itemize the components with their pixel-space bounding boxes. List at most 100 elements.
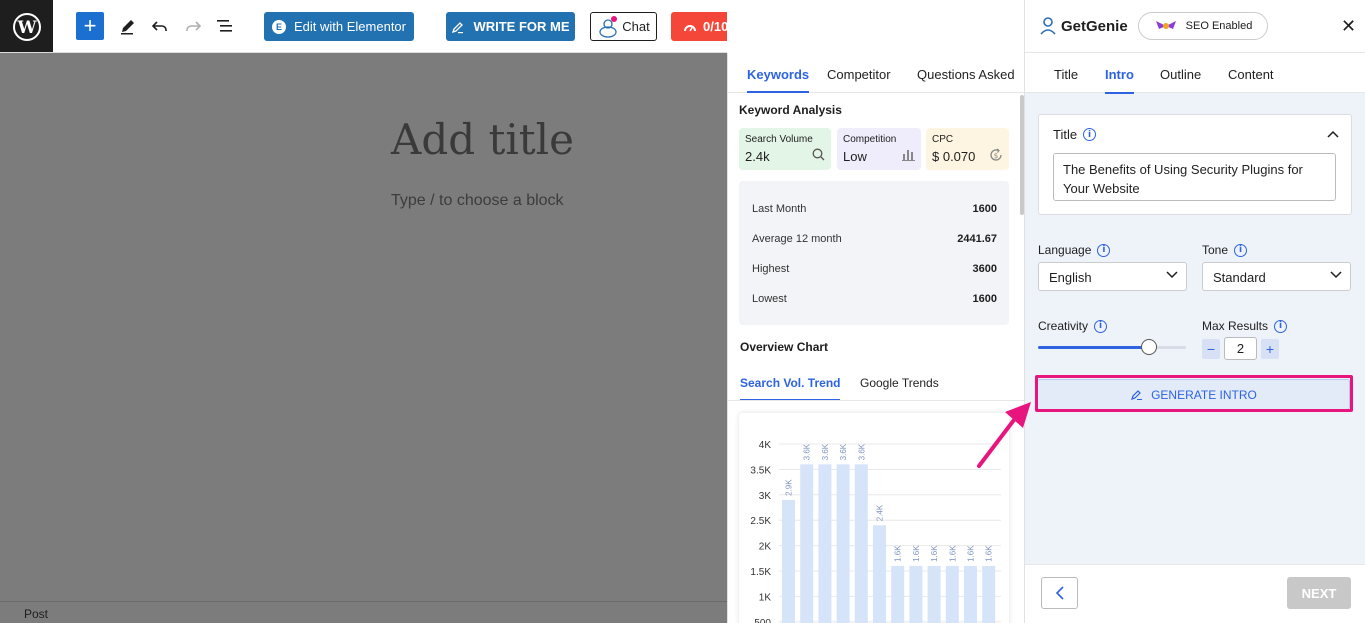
creativity-slider-handle[interactable] [1141,339,1157,355]
bar-data-label: 3.6K [857,443,866,460]
editor-canvas[interactable]: Add title Type / to choose a block [0,53,727,601]
info-icon[interactable]: i [1094,319,1108,333]
redo-icon[interactable] [181,14,205,38]
edit-with-elementor-button[interactable]: E Edit with Elementor [264,12,414,41]
tab-title[interactable]: Title [1054,67,1079,82]
chart-bar[interactable] [964,565,977,623]
chevron-down-icon [1166,268,1178,283]
chart-bar[interactable] [927,565,941,623]
block-placeholder[interactable]: Type / to choose a block [391,192,564,209]
decrement-button[interactable]: − [1202,339,1220,359]
creativity-slider[interactable] [1038,339,1186,355]
max-results-label: Max Results i [1202,319,1288,333]
back-button[interactable] [1041,577,1078,609]
bar-data-label: 1.6K [894,545,903,562]
y-tick-label: 500 [754,618,771,623]
info-icon[interactable]: i [1234,243,1248,257]
chart-bar[interactable] [982,565,996,623]
tab-intro[interactable]: Intro [1105,67,1134,94]
tab-keywords[interactable]: Keywords [747,67,810,93]
chart-bar[interactable] [800,464,814,623]
bar-data-label: 3.6K [839,443,848,460]
genie-footer: NEXT [1025,564,1365,623]
wordpress-logo-icon[interactable]: W [0,0,53,52]
language-select[interactable]: English [1038,262,1187,291]
keyword-analysis-heading: Keyword Analysis [739,103,842,117]
undo-icon[interactable] [148,14,172,38]
max-results-input[interactable]: 2 [1224,337,1257,360]
bar-data-label: 2.4K [876,504,885,521]
next-button[interactable]: NEXT [1287,577,1351,609]
seo-score-button[interactable]: 0/10 [671,12,727,41]
bar-data-label: 3.6K [803,443,812,460]
search-volume-chart-svg: 4K 3.5K 3K 2.5K 2K 1.5K 1K 500 2.9K 3.6K 3.6K 3.6K 3… [750,440,1001,623]
post-title-input[interactable]: Add title [391,115,574,164]
chart-bar[interactable] [945,565,959,623]
editor-status-bar: Post [0,601,727,623]
panel-scrollbar[interactable] [1020,95,1024,215]
add-block-button[interactable]: + [76,12,104,40]
getgenie-panel: GetGenie SEO Enabled ✕ Title Intro Outli… [1024,0,1365,623]
chart-bar[interactable] [891,565,905,623]
title-textarea[interactable]: The Benefits of Using Security Plugins f… [1053,153,1336,201]
pointer-arrow-icon [977,402,1031,468]
highlight-box [1035,375,1353,412]
document-overview-icon[interactable] [213,14,237,38]
dollar-refresh-icon: $ [989,148,1003,165]
info-icon[interactable]: i [1274,319,1288,333]
bar-data-label: 1.6K [930,545,939,562]
tab-questions-asked[interactable]: Questions Asked [917,67,1015,82]
elementor-icon: E [272,19,286,34]
increment-button[interactable]: + [1261,339,1279,359]
info-icon[interactable]: i [1083,128,1097,141]
keyword-stats-table: Last Month 1600 Average 12 month 2441.67 H… [739,181,1009,325]
chart-bar[interactable] [854,464,868,623]
overview-chart-heading: Overview Chart [740,340,829,354]
bar-data-label: 1.6K [985,545,994,562]
pencil-tool-icon[interactable] [116,14,140,38]
tab-content[interactable]: Content [1228,67,1274,82]
table-row: Lowest 1600 [752,293,997,305]
stat-cpc: CPC $ 0.070 $ [926,128,1009,170]
gauge-icon [684,24,696,31]
keyword-tabs: Keywords Competitor Questions Asked [728,53,1024,93]
breadcrumb-post[interactable]: Post [24,607,49,621]
y-tick-label: 4K [759,440,772,451]
chart-bar[interactable] [818,464,832,623]
search-volume-chart: 4K 3.5K 3K 2.5K 2K 1.5K 1K 500 2.9K 3.6K 3.6K 3.6K 3… [739,413,1009,623]
chart-bar[interactable] [873,525,886,623]
tab-google-trends[interactable]: Google Trends [860,376,939,390]
genie-logo-icon [1040,17,1056,35]
stat-search-volume: Search Volume 2.4k [739,128,831,170]
y-tick-label: 2.5K [750,516,771,527]
y-tick-label: 1K [759,592,772,603]
close-icon[interactable]: ✕ [1341,16,1357,36]
chart-bar[interactable] [909,565,923,623]
tab-competitor[interactable]: Competitor [827,67,891,82]
info-icon[interactable]: i [1097,243,1111,257]
getgenie-logo: GetGenie [1039,16,1128,36]
keyword-panel: Keywords Competitor Questions Asked Keyw… [727,53,1024,623]
seo-enabled-badge[interactable]: SEO Enabled [1138,12,1268,40]
table-row: Highest 3600 [752,263,997,275]
chevron-up-icon[interactable] [1327,127,1339,141]
y-tick-label: 3.5K [750,465,771,476]
genie-tabs: Title Intro Outline Content [1025,53,1365,94]
chat-button[interactable]: Chat [590,12,657,41]
y-tick-label: 2K [759,542,772,553]
table-row: Last Month 1600 [752,203,997,215]
tone-select[interactable]: Standard [1202,262,1351,291]
y-tick-label: 3K [759,491,772,502]
tab-search-vol-trend[interactable]: Search Vol. Trend [740,376,841,401]
seo-wings-icon [1155,21,1176,29]
svg-text:W: W [16,18,37,38]
chevron-left-icon [1055,586,1064,600]
write-for-me-button[interactable]: WRITE FOR ME [446,12,575,41]
table-row: Average 12 month 2441.67 [752,233,997,245]
chart-bar[interactable] [836,464,850,623]
genie-chat-icon [599,15,618,38]
chart-bar[interactable] [782,499,795,623]
tab-outline[interactable]: Outline [1160,67,1202,82]
bar-data-label: 1.6K [967,545,976,562]
getgenie-header: GetGenie SEO Enabled ✕ [1025,0,1365,53]
